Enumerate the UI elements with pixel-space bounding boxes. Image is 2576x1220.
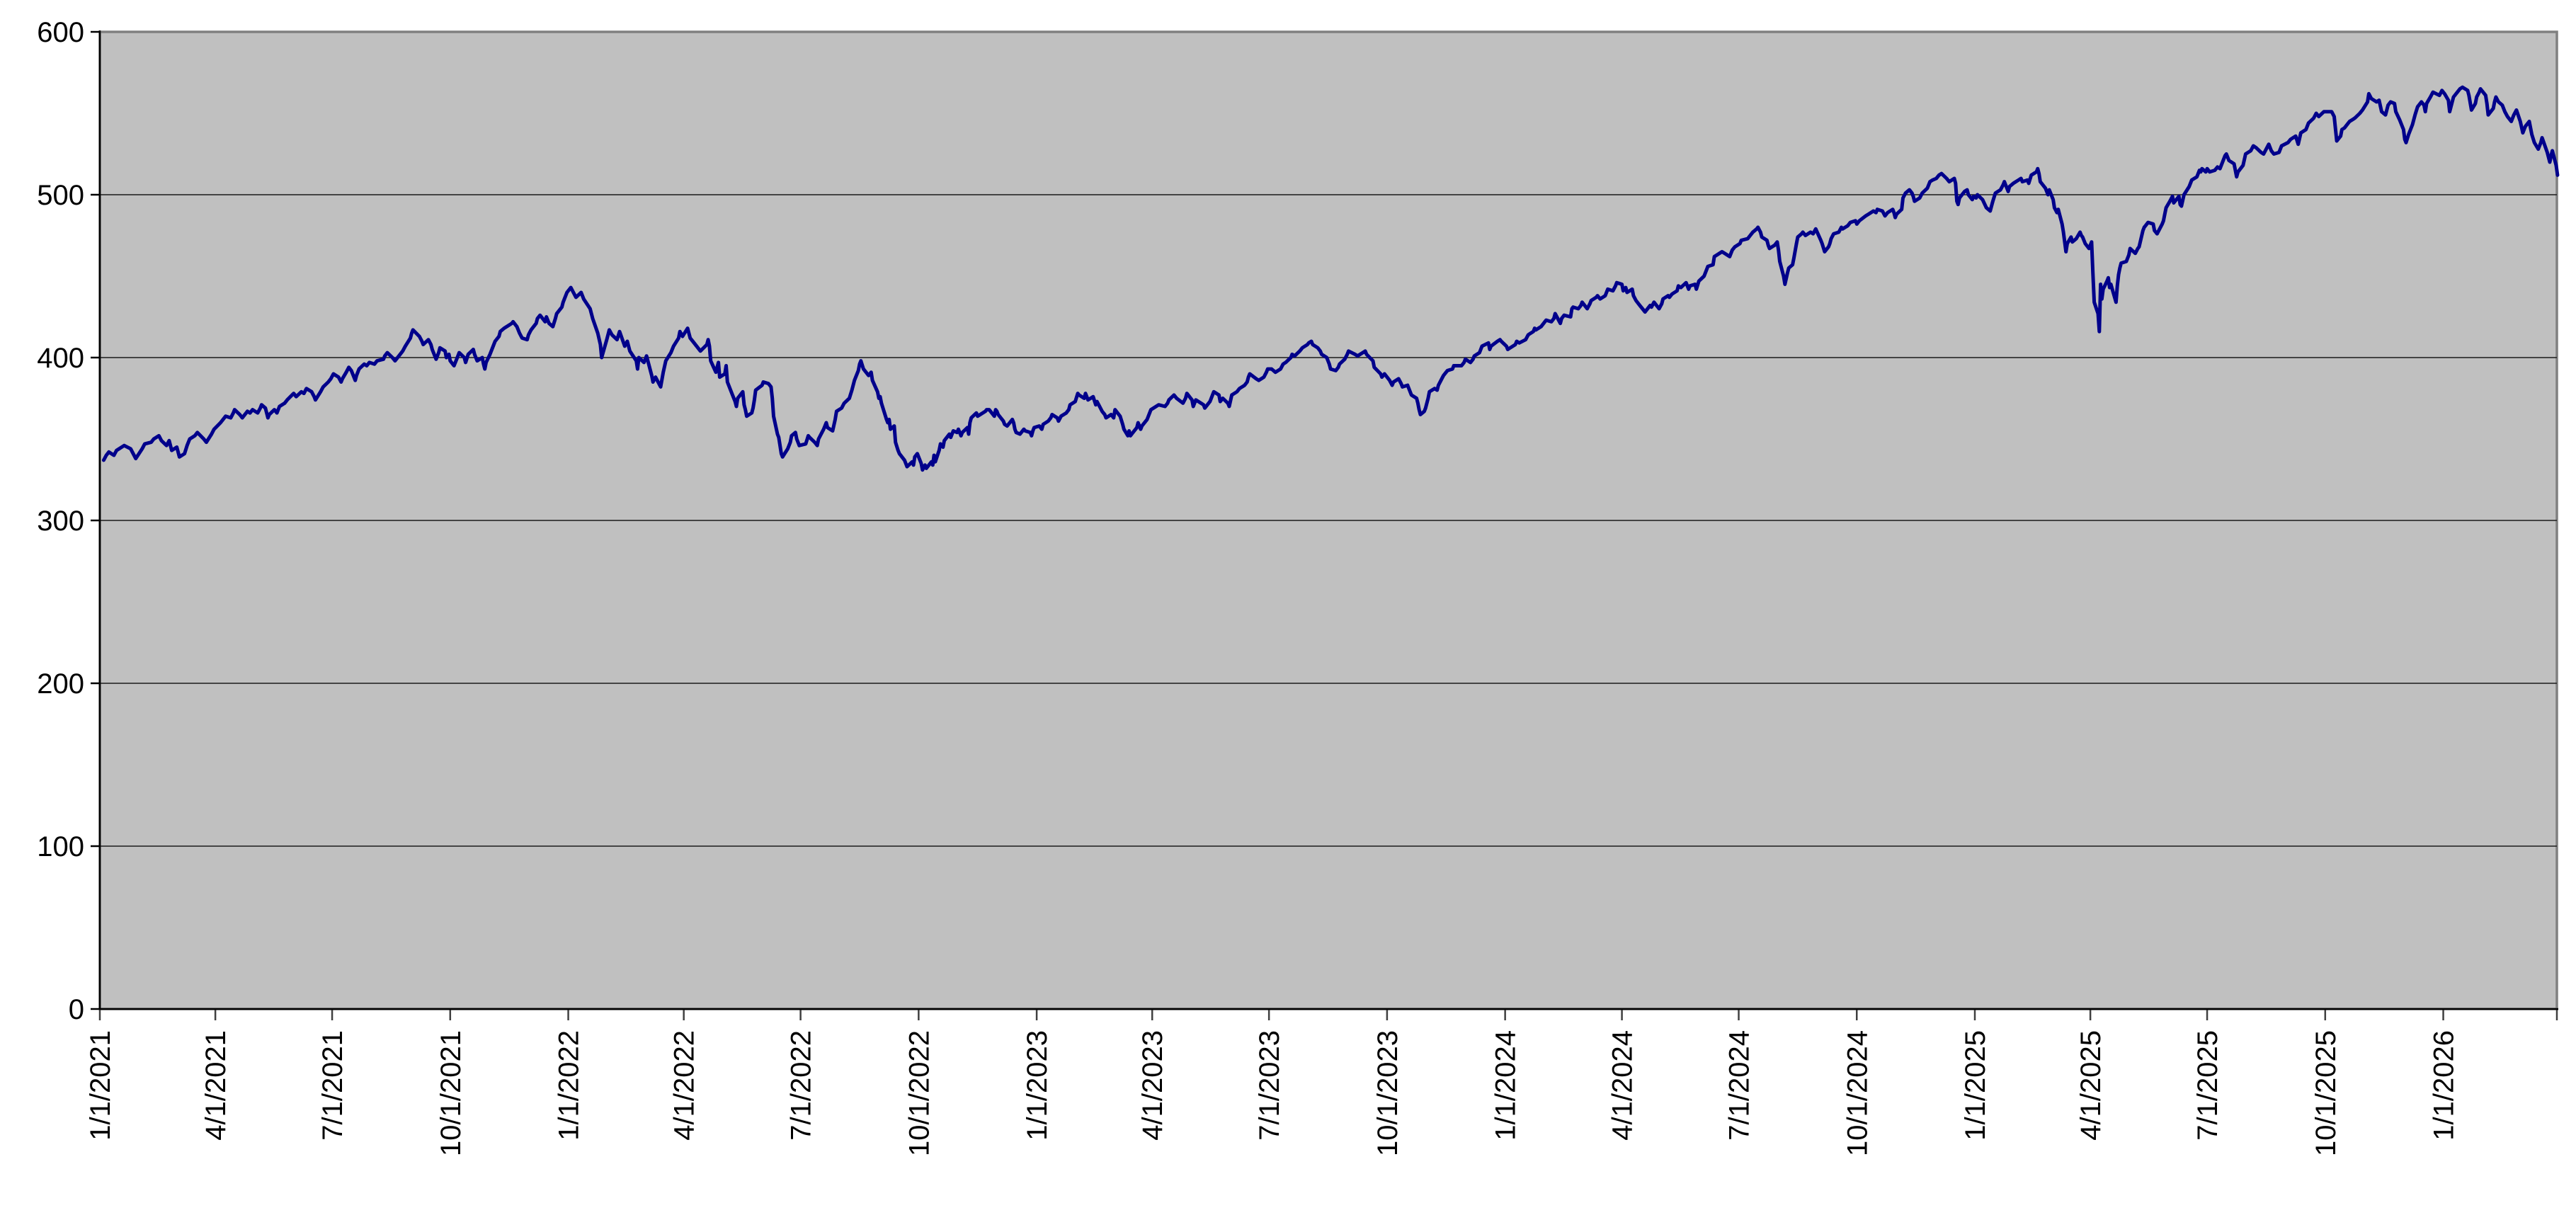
x-axis-label-1-1-2021: 1/1/2021 bbox=[85, 1030, 116, 1141]
y-axis-label-500: 500 bbox=[37, 180, 84, 211]
y-axis-label-100: 100 bbox=[37, 831, 84, 862]
x-axis-label-10-1-2025: 10/1/2025 bbox=[2310, 1030, 2342, 1156]
x-axis-label-4-1-2025: 4/1/2025 bbox=[2075, 1030, 2107, 1141]
x-axis-label-4-1-2023: 4/1/2023 bbox=[1137, 1030, 1168, 1141]
x-axis-label-7-1-2024: 7/1/2024 bbox=[1724, 1030, 1755, 1141]
x-axis-label-7-1-2022: 7/1/2022 bbox=[786, 1030, 817, 1141]
x-axis-label-1-1-2025: 1/1/2025 bbox=[1960, 1030, 1991, 1141]
y-axis-label-200: 200 bbox=[37, 668, 84, 700]
x-axis-label-7-1-2023: 7/1/2023 bbox=[1254, 1030, 1285, 1141]
x-axis-label-4-1-2024: 4/1/2024 bbox=[1607, 1030, 1639, 1141]
price-line bbox=[101, 85, 2560, 472]
x-axis-label-1-1-2023: 1/1/2023 bbox=[1022, 1030, 1053, 1141]
x-axis-label-7-1-2021: 7/1/2021 bbox=[317, 1030, 348, 1141]
x-axis-label-7-1-2025: 7/1/2025 bbox=[2192, 1030, 2223, 1141]
x-axis-label-1-1-2026: 1/1/2026 bbox=[2429, 1030, 2460, 1141]
x-axis-label-1-1-2022: 1/1/2022 bbox=[554, 1030, 585, 1141]
x-axis-label-4-1-2021: 4/1/2021 bbox=[200, 1030, 232, 1141]
y-axis-label-0: 0 bbox=[69, 994, 84, 1025]
x-axis-label-4-1-2022: 4/1/2022 bbox=[669, 1030, 700, 1141]
y-axis-label-600: 600 bbox=[37, 17, 84, 48]
x-axis-label-1-1-2024: 1/1/2024 bbox=[1491, 1030, 1522, 1141]
x-axis-label-10-1-2022: 10/1/2022 bbox=[904, 1030, 935, 1156]
y-axis-label-300: 300 bbox=[37, 506, 84, 537]
x-axis-label-10-1-2021: 10/1/2021 bbox=[435, 1030, 467, 1156]
x-axis-label-10-1-2024: 10/1/2024 bbox=[1842, 1030, 1873, 1156]
y-axis-label-400: 400 bbox=[37, 343, 84, 374]
x-axis-label-10-1-2023: 10/1/2023 bbox=[1372, 1030, 1403, 1156]
